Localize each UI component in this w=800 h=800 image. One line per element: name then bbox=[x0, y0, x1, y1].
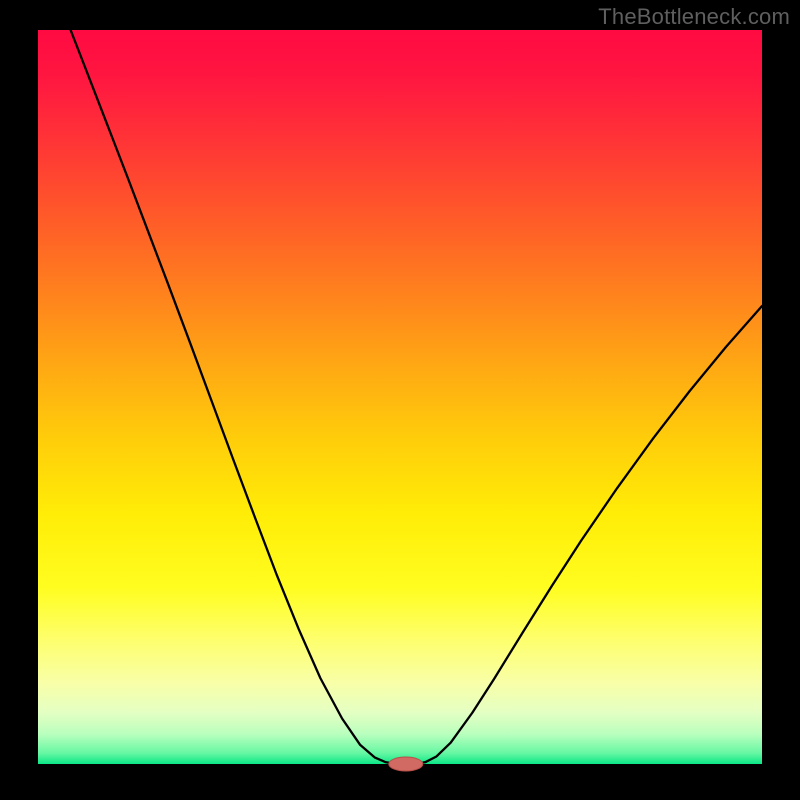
optimal-point-marker bbox=[389, 757, 423, 771]
plot-background bbox=[38, 30, 762, 764]
bottleneck-chart: TheBottleneck.com bbox=[0, 0, 800, 800]
chart-svg bbox=[0, 0, 800, 800]
watermark-text: TheBottleneck.com bbox=[598, 4, 790, 30]
